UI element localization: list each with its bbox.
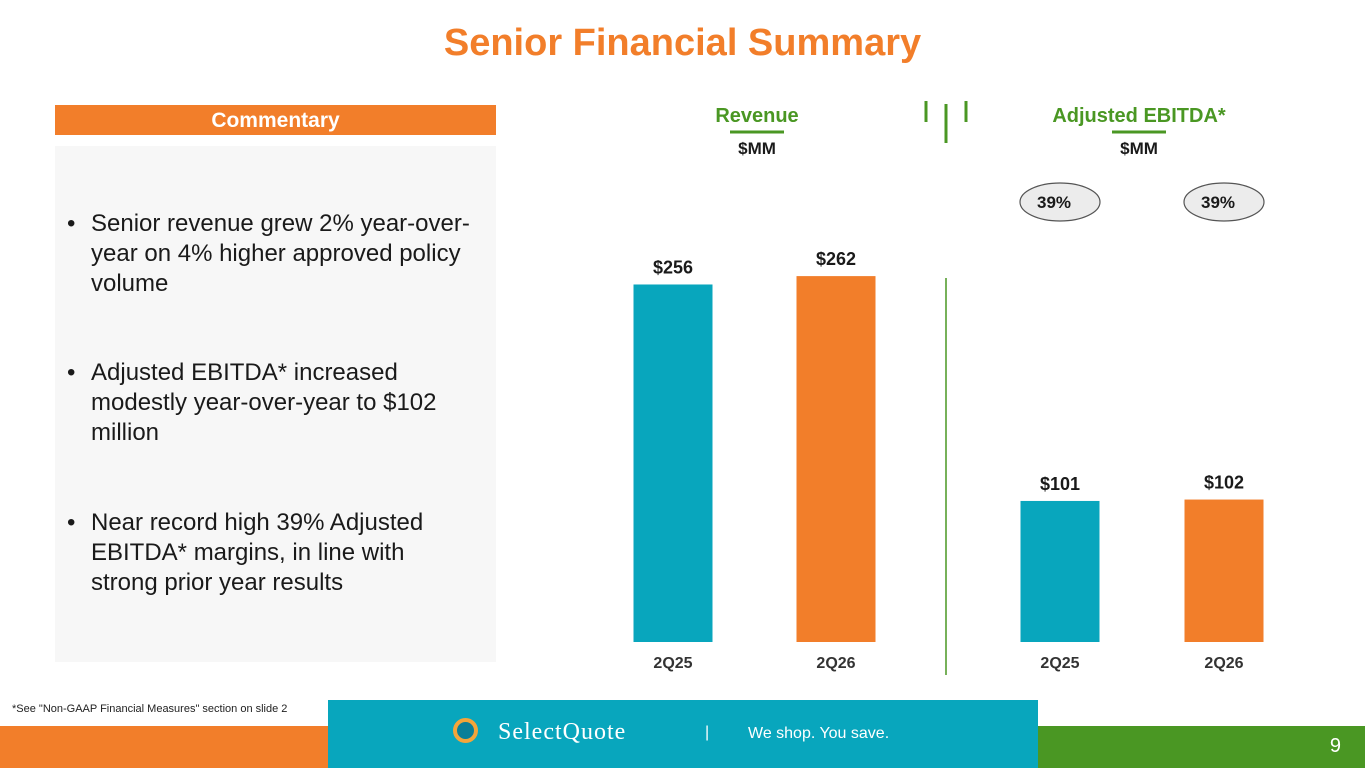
margin-label: 39%: [1037, 193, 1071, 212]
bullet-dot-icon: •: [67, 509, 76, 536]
page-number: 9: [1329, 735, 1341, 757]
x-tick-label: 2Q25: [653, 655, 692, 672]
bar-1-1: [1184, 499, 1264, 642]
ebitda-chart-title: Adjusted EBITDA*: [1052, 105, 1226, 127]
bar-0-0: [633, 284, 713, 642]
footer-orange-band: [0, 726, 328, 768]
bullet-text: Adjusted EBITDA* increased modestly year…: [91, 359, 437, 446]
commentary-header: Commentary: [55, 105, 496, 135]
margin-label: 39%: [1201, 193, 1235, 212]
margin-badge: [1183, 182, 1265, 222]
bar-1-0: [1020, 500, 1100, 642]
footer-green-band: 9: [1038, 726, 1365, 768]
bullet-text: Near record high 39% Adjusted EBITDA* ma…: [91, 509, 424, 596]
bullet-text: Senior revenue grew 2% year-over-year on…: [91, 210, 470, 297]
footer-tagline: We shop. You save.: [748, 725, 890, 742]
bar-data-label: $102: [1204, 473, 1244, 493]
bullet-item: • Near record high 39% Adjusted EBITDA* …: [67, 508, 477, 598]
bullet-item: • Adjusted EBITDA* increased modestly ye…: [67, 358, 477, 448]
x-tick-label: 2Q26: [816, 655, 855, 672]
bullet-item: • Senior revenue grew 2% year-over-year …: [67, 209, 477, 299]
ebitda-chart-unit: $MM: [1120, 139, 1158, 158]
footnote: *See "Non-GAAP Financial Measures" secti…: [12, 703, 288, 715]
bullet-dot-icon: •: [67, 210, 76, 237]
footer-divider: |: [705, 724, 710, 741]
bar-0-1: [796, 276, 876, 642]
footer-brand-bar: SelectQuote | We shop. You save.: [328, 700, 1038, 768]
page-title: Senior Financial Summary: [443, 22, 922, 64]
bar-data-label: $262: [816, 249, 856, 269]
financial-bar-charts: Revenue $MM Adjusted EBITDA* $MM $256 2Q2…: [633, 101, 1265, 675]
bullet-dot-icon: •: [67, 359, 76, 386]
revenue-chart-unit: $MM: [738, 139, 776, 158]
commentary-panel: • Senior revenue grew 2% year-over-year …: [55, 146, 496, 662]
x-tick-label: 2Q25: [1040, 655, 1079, 672]
selectquote-logo-icon: [453, 718, 478, 743]
revenue-chart-title: Revenue: [715, 105, 798, 127]
bar-data-label: $256: [653, 257, 693, 277]
margin-badge: [1019, 182, 1101, 222]
x-tick-label: 2Q26: [1204, 655, 1243, 672]
bar-data-label: $101: [1040, 474, 1080, 494]
brand-logo-text: SelectQuote: [498, 719, 627, 745]
chart-divider-icon: [924, 101, 968, 143]
